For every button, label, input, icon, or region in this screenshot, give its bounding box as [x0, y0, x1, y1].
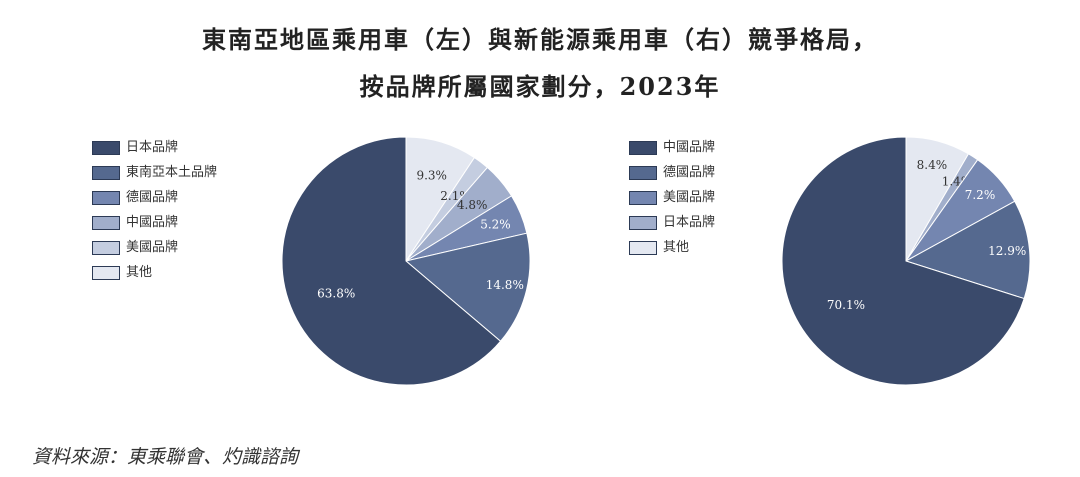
legend-swatch	[629, 241, 657, 255]
pie-slice	[781, 136, 1025, 386]
legend-label: 中國品牌	[126, 215, 179, 230]
pie-slice	[281, 136, 502, 386]
legend-swatch	[629, 141, 657, 155]
pie-data-label: 8.4%	[917, 158, 948, 172]
legend-label: 德國品牌	[663, 165, 716, 180]
legend-swatch	[629, 166, 657, 180]
pie-data-label: 14.8%	[486, 278, 524, 292]
pie-data-label: 5.2%	[480, 217, 511, 231]
legend-swatch	[92, 266, 120, 280]
pie-data-label: 70.1%	[827, 298, 865, 312]
legend-label: 其他	[663, 240, 690, 255]
pie-data-label: 7.2%	[965, 188, 996, 202]
legend-label: 日本品牌	[663, 215, 716, 230]
chart-title-line1: 東南亞地區乘用車（左）與新能源乘用車（右）競爭格局，	[202, 25, 878, 54]
legend-label: 中國品牌	[663, 140, 716, 155]
pie-slice	[404, 232, 531, 342]
legend-label: 其他	[126, 265, 153, 280]
pie-data-label: 63.8%	[317, 286, 355, 300]
pie-data-label: 9.3%	[416, 169, 447, 183]
legend-swatch	[92, 166, 120, 180]
pie-data-label: 12.9%	[988, 244, 1026, 258]
legend-swatch	[92, 141, 120, 155]
legend-swatch	[629, 191, 657, 205]
pie-slice	[904, 200, 1031, 300]
source-note: 資料來源：東乘聯會、灼識諮詢	[32, 446, 299, 468]
legend-swatch	[92, 241, 120, 255]
legend-label: 美國品牌	[126, 240, 179, 255]
legend-label: 日本品牌	[126, 140, 179, 155]
chart-title-line2: 按品牌所屬國家劃分，2023年	[359, 72, 721, 101]
legend-label: 美國品牌	[663, 190, 716, 205]
legend-swatch	[92, 216, 120, 230]
legend-swatch	[629, 216, 657, 230]
legend-swatch	[92, 191, 120, 205]
pie-data-label: 4.8%	[457, 198, 488, 212]
legend-label: 德國品牌	[126, 190, 179, 205]
legend-label: 東南亞本土品牌	[126, 165, 218, 180]
pie-chart-right: 8.4%1.4%7.2%12.9%70.1%	[781, 136, 1031, 386]
pie-chart-left: 9.3%2.1%4.8%5.2%14.8%63.8%	[281, 136, 531, 386]
